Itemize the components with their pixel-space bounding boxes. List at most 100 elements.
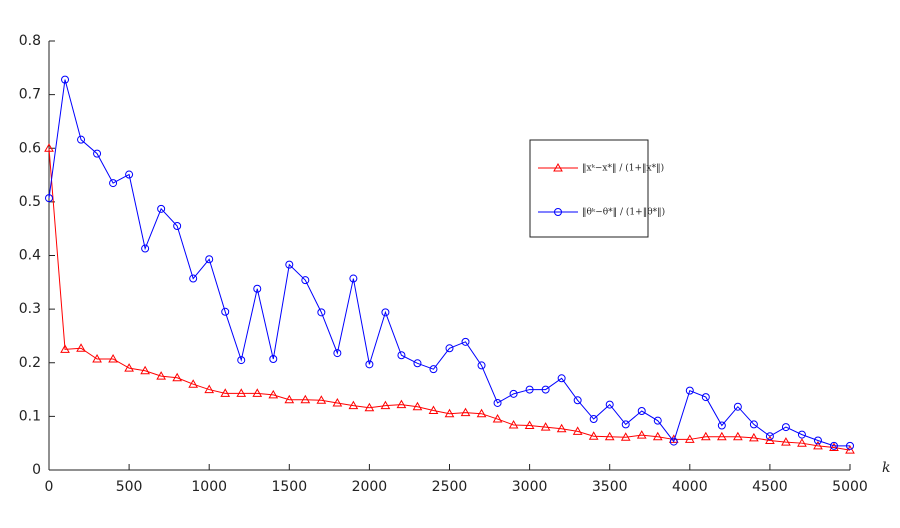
- point: [589, 415, 598, 424]
- y-tick-label: 0.7: [19, 87, 41, 103]
- point: [445, 344, 454, 353]
- point: [61, 75, 70, 84]
- point: [349, 274, 358, 283]
- point: [749, 432, 759, 442]
- legend-label: ‖xᵏ−x*‖ / (1+‖x*‖): [582, 163, 664, 174]
- point: [317, 308, 326, 317]
- point: [237, 356, 246, 365]
- x-tick-label: 2500: [432, 479, 468, 495]
- point: [252, 388, 263, 397]
- point: [428, 405, 439, 414]
- legend-label: ‖θᵏ−θ*‖ / (1+‖θ*‖): [582, 207, 665, 218]
- point: [44, 143, 54, 152]
- point: [540, 422, 551, 431]
- x-tick-label: 2000: [352, 479, 388, 495]
- y-tick-label: 0.5: [19, 194, 41, 210]
- point: [637, 407, 646, 416]
- point: [813, 440, 823, 450]
- point: [189, 274, 198, 283]
- point: [301, 276, 310, 285]
- point: [173, 222, 182, 231]
- point: [701, 393, 710, 402]
- line: [48, 79, 850, 447]
- point: [684, 434, 695, 443]
- point: [412, 401, 423, 411]
- point: [477, 361, 486, 370]
- point: [157, 204, 166, 213]
- point: [669, 437, 678, 446]
- x-tick-label: 5000: [832, 479, 868, 495]
- point: [717, 421, 726, 430]
- point: [716, 431, 727, 441]
- point: [125, 170, 134, 179]
- point: [620, 432, 631, 441]
- point: [284, 394, 295, 404]
- point: [525, 385, 534, 394]
- point: [413, 359, 422, 368]
- point: [557, 374, 566, 383]
- point: [269, 354, 278, 363]
- point: [781, 423, 790, 432]
- point: [685, 386, 694, 395]
- point: [732, 431, 743, 441]
- point: [45, 194, 53, 203]
- point: [444, 408, 455, 418]
- point: [380, 400, 391, 410]
- point: [77, 135, 86, 144]
- legend-box: [529, 139, 649, 238]
- point: [509, 389, 518, 398]
- point: [813, 436, 822, 445]
- x-tick-label: 1000: [191, 479, 227, 495]
- x-tick-label: 1500: [271, 479, 307, 495]
- point: [621, 420, 630, 429]
- point: [253, 284, 262, 293]
- legend-marker: [554, 208, 562, 216]
- point: [829, 442, 839, 451]
- point: [588, 431, 599, 440]
- point: [652, 431, 663, 441]
- x-axis-label: k: [882, 460, 890, 476]
- point: [92, 353, 102, 363]
- point: [492, 414, 503, 423]
- point: [141, 244, 150, 253]
- y-tick-label: 0.4: [19, 248, 41, 264]
- point: [845, 445, 855, 454]
- point: [797, 438, 807, 447]
- point: [285, 260, 294, 269]
- x-tick-label: 3500: [592, 479, 628, 495]
- point: [573, 396, 582, 405]
- y-tick-label: 0.8: [19, 33, 41, 49]
- y-tick-label: 0.3: [19, 301, 41, 317]
- point: [140, 365, 150, 375]
- y-tick-label: 0: [32, 462, 41, 478]
- legend-marker: [553, 162, 563, 172]
- point: [300, 394, 311, 404]
- point: [204, 384, 215, 394]
- point: [76, 343, 86, 352]
- point: [524, 420, 535, 429]
- point: [364, 402, 375, 412]
- y-tick-label: 0.1: [19, 408, 41, 424]
- point: [846, 441, 854, 450]
- point: [108, 353, 118, 363]
- point: [604, 431, 615, 441]
- point: [508, 419, 519, 429]
- x-tick-label: 4000: [672, 479, 708, 495]
- point: [205, 255, 214, 264]
- point: [172, 372, 183, 382]
- point: [333, 349, 342, 358]
- point: [765, 432, 774, 441]
- point: [653, 416, 662, 425]
- x-tick-label: 3000: [512, 479, 548, 495]
- point: [124, 363, 134, 372]
- point: [397, 351, 406, 360]
- point: [636, 430, 647, 439]
- point: [109, 179, 118, 188]
- point: [396, 399, 407, 409]
- point: [605, 400, 614, 409]
- point: [493, 398, 502, 407]
- point: [348, 400, 359, 410]
- point: [460, 407, 471, 417]
- point: [749, 420, 758, 429]
